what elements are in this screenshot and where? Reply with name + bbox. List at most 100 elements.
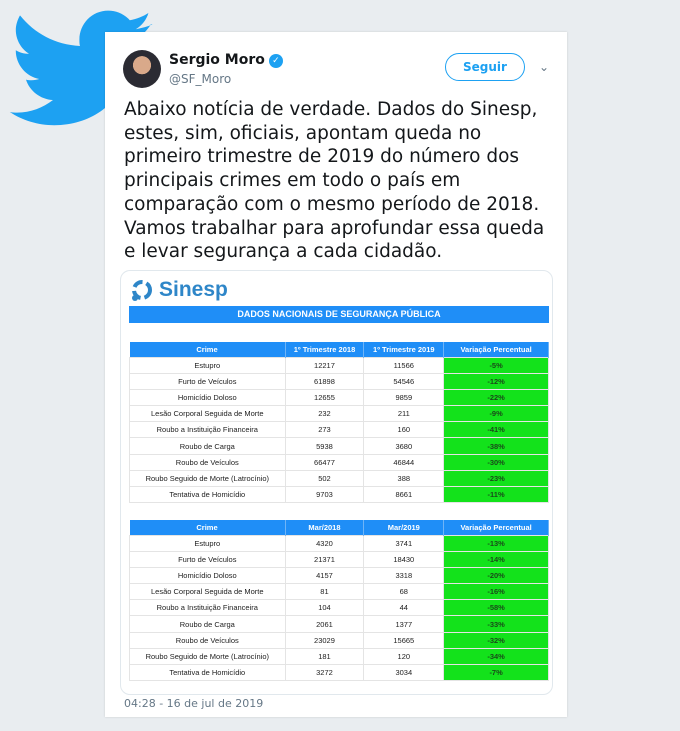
value-cell: 66477	[284, 453, 365, 471]
variation-cell: -34%	[443, 647, 549, 666]
tweet-text: Abaixo notícia de verdade. Dados do Sine…	[124, 99, 545, 263]
value-cell: 211	[363, 405, 445, 423]
value-cell: 3741	[363, 534, 445, 552]
table-row: Roubo de Veículos 66477 46844 -30%	[129, 453, 549, 471]
table-row: Lesão Corporal Seguida de Morte 232 211 -9%	[129, 405, 549, 423]
sinesp-logo-icon	[132, 280, 152, 301]
chevron-down-icon[interactable]: ⌄	[539, 60, 550, 74]
crime-cell: Tentativa de Homicídio	[129, 485, 286, 504]
value-cell: 21371	[284, 550, 365, 568]
variation-cell: -32%	[443, 631, 549, 649]
column-header: Crime	[129, 342, 286, 357]
tweet-image[interactable]: Sinesp DADOS NACIONAIS DE SEGURANÇA PÚBL…	[120, 270, 553, 695]
variation-cell: -11%	[443, 485, 549, 504]
variation-cell: -41%	[443, 421, 549, 439]
value-cell: 12217	[284, 356, 365, 374]
variation-cell: -33%	[443, 615, 549, 633]
sinesp-logo: Sinesp	[129, 277, 228, 303]
crime-cell: Roubo de Veículos	[129, 453, 286, 471]
value-cell: 18430	[363, 550, 445, 568]
table-row: Roubo Seguido de Morte (Latrocínio) 181 12…	[129, 647, 549, 666]
variation-cell: -20%	[443, 566, 549, 585]
crime-cell: Homicídio Doloso	[129, 388, 286, 407]
value-cell: 5938	[284, 437, 365, 455]
table-row: Roubo a Instituição Financeira 104 44 -58%	[129, 599, 549, 617]
value-cell: 8661	[363, 485, 445, 504]
author-handle[interactable]: @SF_Moro	[169, 72, 232, 86]
value-cell: 11566	[363, 356, 445, 374]
value-cell: 3272	[284, 663, 365, 682]
crime-cell: Furto de Veículos	[129, 550, 286, 568]
table-row: Tentativa de Homicídio 3272 3034 -7%	[129, 663, 549, 682]
value-cell: 12655	[284, 388, 365, 407]
crime-cell: Roubo de Carga	[129, 437, 286, 455]
table-row: Estupro 12217 11566 -5%	[129, 356, 549, 374]
crime-cell: Roubo de Veículos	[129, 631, 286, 649]
value-cell: 3680	[363, 437, 445, 455]
march-table: Crime Mar/2018 Mar/2019 Variação Percentual…	[129, 520, 549, 682]
crime-cell: Estupro	[129, 356, 286, 374]
value-cell: 388	[363, 469, 445, 488]
variation-cell: -13%	[443, 534, 549, 552]
value-cell: 1377	[363, 615, 445, 633]
column-header: 1º Trimestre 2019	[363, 342, 445, 357]
variation-cell: -7%	[443, 663, 549, 682]
table-row: Roubo Seguido de Morte (Latrocínio) 502 38…	[129, 469, 549, 488]
timestamp[interactable]: 04:28 - 16 de jul de 2019	[124, 697, 264, 710]
tweet-card: Sergio Moro ✓ @SF_Moro Seguir ⌄ Abaixo no…	[105, 32, 567, 717]
crime-cell: Roubo de Carga	[129, 615, 286, 633]
table-row: Furto de Veículos 21371 18430 -14%	[129, 550, 549, 568]
value-cell: 3318	[363, 566, 445, 585]
crime-cell: Roubo Seguido de Morte (Latrocínio)	[129, 469, 286, 488]
value-cell: 54546	[363, 372, 445, 390]
banner-title: DADOS NACIONAIS DE SEGURANÇA PÚBLICA	[129, 306, 549, 323]
variation-cell: -14%	[443, 550, 549, 568]
column-header: Crime	[129, 520, 286, 535]
value-cell: 46844	[363, 453, 445, 471]
crime-cell: Roubo a Instituição Financeira	[129, 421, 286, 439]
value-cell: 81	[284, 583, 365, 601]
value-cell: 68	[363, 583, 445, 601]
crime-cell: Homicídio Doloso	[129, 566, 286, 585]
crime-cell: Tentativa de Homicídio	[129, 663, 286, 682]
column-header: Mar/2019	[363, 520, 445, 535]
value-cell: 15665	[363, 631, 445, 649]
table-row: Homicídio Doloso 12655 9859 -22%	[129, 388, 549, 407]
table-row: Tentativa de Homicídio 9703 8661 -11%	[129, 485, 549, 504]
value-cell: 4320	[284, 534, 365, 552]
table-row: Lesão Corporal Seguida de Morte 81 68 -16%	[129, 583, 549, 601]
value-cell: 4157	[284, 566, 365, 585]
table-row: Roubo a Instituição Financeira 273 160 -41%	[129, 421, 549, 439]
avatar[interactable]	[123, 50, 161, 88]
crime-cell: Roubo Seguido de Morte (Latrocínio)	[129, 647, 286, 666]
value-cell: 120	[363, 647, 445, 666]
variation-cell: -5%	[443, 356, 549, 374]
table-row: Roubo de Veículos 23029 15665 -32%	[129, 631, 549, 649]
table-row: Roubo de Carga 5938 3680 -38%	[129, 437, 549, 455]
variation-cell: -12%	[443, 372, 549, 390]
table-row: Roubo de Carga 2061 1377 -33%	[129, 615, 549, 633]
crime-cell: Lesão Corporal Seguida de Morte	[129, 405, 286, 423]
table-row: Estupro 4320 3741 -13%	[129, 534, 549, 552]
table-row: Homicídio Doloso 4157 3318 -20%	[129, 566, 549, 585]
author-name[interactable]: Sergio Moro ✓	[169, 52, 283, 68]
value-cell: 9703	[284, 485, 365, 504]
follow-button[interactable]: Seguir	[445, 53, 525, 81]
column-header: Mar/2018	[285, 520, 365, 535]
crime-cell: Furto de Veículos	[129, 372, 286, 390]
variation-cell: -23%	[443, 469, 549, 488]
value-cell: 3034	[363, 663, 445, 682]
value-cell: 9859	[363, 388, 445, 407]
variation-cell: -38%	[443, 437, 549, 455]
crime-cell: Lesão Corporal Seguida de Morte	[129, 583, 286, 601]
variation-cell: -30%	[443, 453, 549, 471]
column-header: Variação Percentual	[443, 520, 549, 535]
table-row: Furto de Veículos 61898 54546 -12%	[129, 372, 549, 390]
value-cell: 23029	[284, 631, 365, 649]
variation-cell: -16%	[443, 583, 549, 601]
value-cell: 181	[284, 647, 365, 666]
verified-badge-icon: ✓	[268, 54, 283, 68]
value-cell: 502	[284, 469, 365, 488]
value-cell: 232	[284, 405, 365, 423]
value-cell: 44	[363, 599, 445, 617]
